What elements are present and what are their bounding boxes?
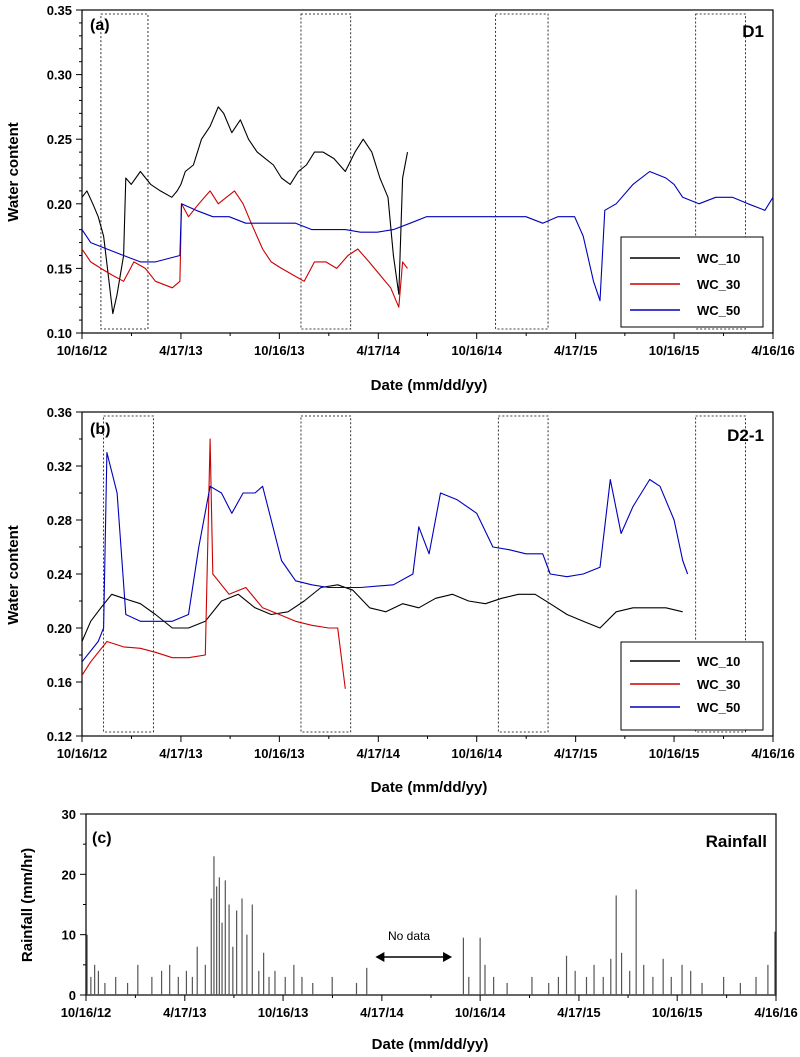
panel-c-x-tick-label: 10/16/15 — [652, 1005, 703, 1020]
panel-a-x-axis-title: Date (mm/dd/yy) — [371, 377, 488, 394]
panel-a-tag: (a) — [90, 17, 110, 34]
panel-b-tag: (b) — [90, 421, 110, 438]
panel-b-dry-season-box-3 — [497, 415, 549, 733]
panel-c-y-axis-title: Rainfall (mm/hr) — [19, 848, 36, 962]
panel-b-plot-area: 10/16/12 4/17/13 10/16/13 4/17/14 10/16/14 4/… — [47, 405, 795, 761]
panel-b: 10/16/12 4/17/13 10/16/13 4/17/14 10/16/14 4/… — [5, 405, 795, 796]
panel-b-dry-season-box-4 — [695, 415, 746, 733]
panel-c-x-tick-label: 4/17/13 — [163, 1005, 206, 1020]
panel-a-x-tick-label: 4/17/14 — [357, 343, 401, 358]
panel-c-x-axis-title: Date (mm/dd/yy) — [372, 1036, 489, 1053]
panel-c-y-tick-label: 10 — [62, 928, 76, 943]
panel-b-series-wc30 — [81, 438, 346, 689]
panel-b-x-tick-label: 10/16/12 — [57, 746, 108, 761]
panel-a-x-tick-label: 10/16/12 — [57, 343, 108, 358]
panel-c-y-tick-label: 30 — [62, 807, 76, 822]
panel-b-x-tick-label: 10/16/14 — [451, 746, 502, 761]
panel-b-legend: WC_10 WC_30 WC_50 — [620, 641, 764, 731]
panel-b-x-axis-title: Date (mm/dd/yy) — [371, 779, 488, 796]
panel-a-legend: WC_10 WC_30 WC_50 — [620, 236, 764, 328]
panel-a: 10/16/12 4/17/13 10/16/13 4/17/14 10/16/14 4/… — [5, 3, 795, 394]
panel-a-dry-season-box-3 — [495, 13, 549, 330]
panel-b-x-tick-label: 10/16/13 — [254, 746, 305, 761]
panel-a-x-tick-label: 4/16/16 — [751, 343, 794, 358]
panel-a-series-wc50 — [81, 170, 774, 302]
panel-a-y-tick-label: 0.15 — [47, 261, 72, 276]
panel-a-site-label: D1 — [742, 22, 764, 41]
panel-b-series-wc10 — [81, 584, 683, 642]
panel-b-y-tick-label: 0.24 — [47, 567, 73, 582]
panel-a-dry-season-box-1 — [100, 13, 149, 330]
panel-a-x-tick-label: 4/17/13 — [159, 343, 202, 358]
panel-a-legend-label-wc50: WC_50 — [697, 303, 740, 318]
panel-a-x-tick-label: 4/17/15 — [554, 343, 597, 358]
panel-a-x-tick-label: 10/16/13 — [254, 343, 305, 358]
panel-b-dry-season-box-2 — [300, 415, 352, 733]
panel-b-y-tick-label: 0.16 — [47, 675, 72, 690]
panel-b-x-tick-label: 10/16/15 — [649, 746, 700, 761]
panel-b-y-tick-label: 0.20 — [47, 621, 72, 636]
panel-b-legend-label-wc10: WC_10 — [697, 654, 740, 669]
panel-c-frame — [85, 813, 777, 996]
panel-c-x-tick-label: 10/16/12 — [61, 1005, 112, 1020]
panel-c-no-data-annotation: No data — [388, 929, 430, 943]
panel-b-x-tick-label: 4/17/14 — [357, 746, 401, 761]
panel-b-series-wc50 — [81, 451, 689, 663]
panel-c-site-label: Rainfall — [706, 832, 767, 851]
panel-c-tag: (c) — [92, 830, 112, 847]
panel-a-series-wc30 — [81, 190, 408, 308]
panel-b-legend-label-wc50: WC_50 — [697, 700, 740, 715]
panel-c-y-tick-label: 20 — [62, 867, 76, 882]
panel-a-y-tick-label: 0.20 — [47, 197, 72, 212]
panel-b-y-tick-label: 0.32 — [47, 459, 72, 474]
panel-b-legend-label-wc30: WC_30 — [697, 677, 740, 692]
panel-b-dry-season-box-1 — [103, 415, 154, 733]
panel-a-x-tick-label: 10/16/15 — [649, 343, 700, 358]
panel-a-legend-label-wc10: WC_10 — [697, 251, 740, 266]
panel-c-x-tick-label: 4/17/15 — [557, 1005, 600, 1020]
panel-a-y-tick-label: 0.35 — [47, 3, 72, 18]
panel-c-x-tick-label: 10/16/13 — [258, 1005, 309, 1020]
panel-a-plot-area: 10/16/12 4/17/13 10/16/13 4/17/14 10/16/14 4/… — [47, 3, 795, 358]
panel-a-y-tick-label: 0.30 — [47, 68, 72, 83]
panel-c-no-data-arrow-left-head — [375, 952, 385, 962]
panel-c-no-data-arrow-right-head — [443, 952, 453, 962]
panel-a-legend-label-wc30: WC_30 — [697, 277, 740, 292]
panel-c-x-tick-label: 10/16/14 — [455, 1005, 506, 1020]
panel-a-y-tick-label: 0.10 — [47, 326, 72, 341]
panel-a-x-tick-label: 10/16/14 — [451, 343, 502, 358]
panel-a-y-axis-title: Water content — [5, 122, 22, 221]
panel-a-legend-box — [620, 236, 764, 328]
panel-b-y-axis-title: Water content — [5, 525, 22, 624]
panel-a-dry-season-box-2 — [300, 13, 352, 330]
panel-c: 10/16/12 4/17/13 10/16/13 4/17/14 10/16/14 4/… — [19, 807, 798, 1053]
panel-a-y-tick-label: 0.25 — [47, 132, 72, 147]
panel-a-dry-season-box-4 — [695, 13, 746, 330]
panel-b-x-tick-label: 4/17/15 — [554, 746, 597, 761]
panel-c-y-tick-label: 0 — [69, 988, 76, 1003]
panel-b-x-tick-label: 4/17/13 — [159, 746, 202, 761]
panel-b-legend-box — [620, 641, 764, 731]
panel-b-y-tick-label: 0.12 — [47, 729, 72, 744]
panel-c-x-tick-label: 4/16/16 — [754, 1005, 797, 1020]
panel-b-x-tick-label: 4/16/16 — [751, 746, 794, 761]
panel-b-y-tick-label: 0.28 — [47, 513, 72, 528]
panel-a-series-wc10 — [81, 106, 409, 315]
panel-c-x-tick-label: 4/17/14 — [360, 1005, 404, 1020]
panel-c-plot-area: 10/16/12 4/17/13 10/16/13 4/17/14 10/16/14 4/… — [61, 807, 798, 1020]
panel-b-y-tick-label: 0.36 — [47, 405, 72, 420]
panel-b-site-label: D2-1 — [727, 426, 764, 445]
